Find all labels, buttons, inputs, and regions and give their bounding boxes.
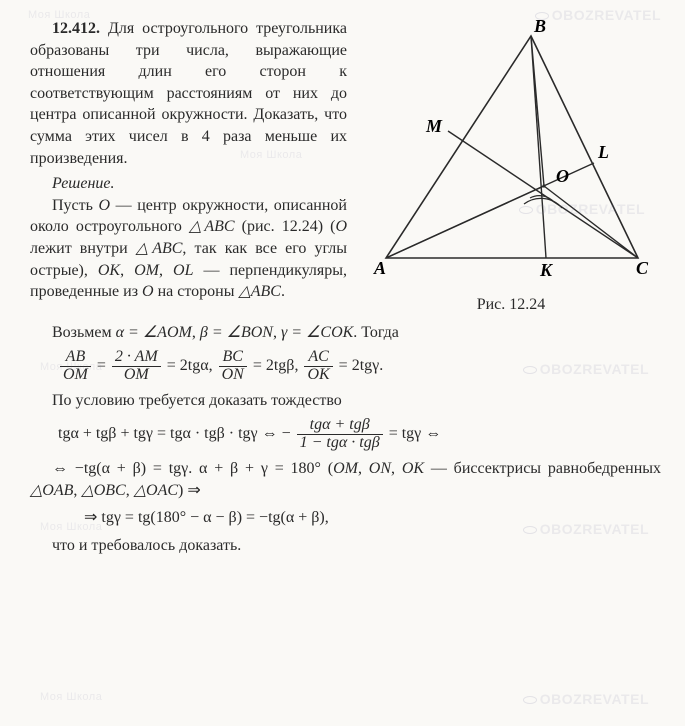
- svg-text:A: A: [373, 258, 386, 278]
- svg-text:L: L: [597, 142, 609, 162]
- svg-text:M: M: [425, 116, 443, 136]
- top-row: 12.412. Для остроугольного треугольника …: [30, 18, 661, 316]
- figure-caption: Рис. 12.24: [361, 294, 661, 316]
- solution-para-1: Пусть O — центр окружности, описанной ок…: [30, 195, 347, 303]
- watermark-right-5: OBOZREVATEL: [523, 690, 649, 709]
- problem-body: Для остроугольного треугольника образова…: [30, 20, 347, 167]
- line-need-prove: По условию требуется доказать тождество: [30, 390, 661, 412]
- svg-text:B: B: [533, 18, 546, 36]
- figure-column: B A C M L K O Рис. 12.24: [361, 18, 661, 316]
- qed-line: что и требовалось доказать.: [30, 535, 661, 557]
- problem-text-column: 12.412. Для остроугольного треугольника …: [30, 18, 347, 316]
- svg-text:O: O: [556, 166, 569, 186]
- svg-text:K: K: [539, 260, 554, 280]
- equation-final: ⇒ tgγ = tg(180° − α − β) = −tg(α + β),: [84, 507, 661, 529]
- equation-ratios: ABOM = 2 · AMOM = 2tgα, BCON = 2tgβ, ACO…: [58, 349, 661, 384]
- problem-statement: 12.412. Для остроугольного треугольника …: [30, 18, 347, 169]
- equation-identity: tgα + tgβ + tgγ = tgα · tgβ · tgγ ⇔ − tg…: [58, 417, 661, 452]
- svg-text:C: C: [636, 258, 649, 278]
- triangle-figure: B A C M L K O: [366, 18, 656, 288]
- solution-label: Решение.: [30, 173, 347, 195]
- line-take-angles: Возьмем α = ∠AOM, β = ∠BON, γ = ∠COK. То…: [30, 322, 661, 344]
- equation-implication: ⇔ −tg(α + β) = tgγ. α + β + γ = 180° (OM…: [30, 458, 661, 501]
- watermark-left-5: Моя Школа: [40, 690, 102, 705]
- problem-number: 12.412.: [52, 20, 100, 37]
